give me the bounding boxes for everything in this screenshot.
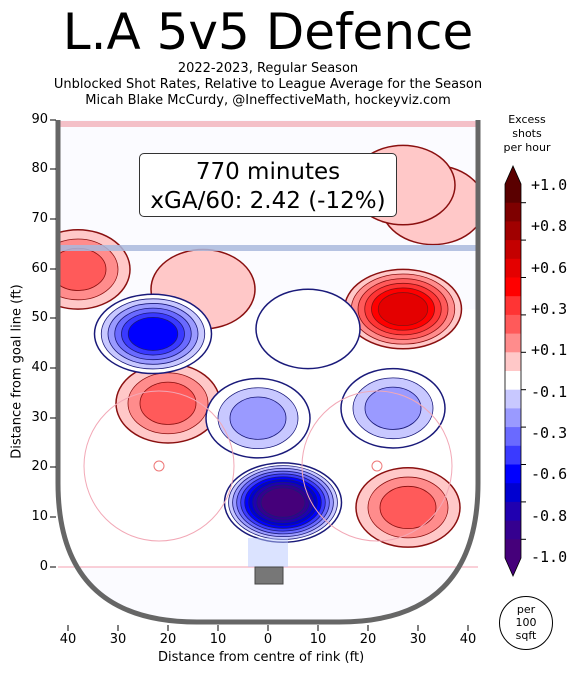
y-tick-label: 30 bbox=[31, 410, 48, 425]
faceoff-dot-left bbox=[153, 460, 165, 472]
colorbar-tick-label: +0.3 bbox=[531, 300, 568, 318]
colorbar-tick-label: +1.0 bbox=[531, 176, 568, 194]
x-axis-label: Distance from centre of rink (ft) bbox=[158, 650, 365, 665]
colorbar-extend-top bbox=[505, 166, 521, 184]
x-tick-label: 40 bbox=[459, 632, 477, 647]
unit-badge-line: 100 bbox=[515, 616, 537, 629]
heatmap-region bbox=[260, 487, 306, 518]
xga-label: xGA/60: 2.42 (-12%) bbox=[150, 188, 386, 214]
colorbar-swatch bbox=[505, 408, 521, 428]
colorbar-outline bbox=[504, 165, 522, 577]
colorbar-swatch bbox=[505, 427, 521, 447]
subtitle-author: Micah Blake McCurdy, @IneffectiveMath, h… bbox=[85, 93, 451, 108]
colorbar-swatch bbox=[505, 371, 521, 391]
colorbar-swatch bbox=[505, 296, 521, 316]
colorbar-tick-label: -1.0 bbox=[531, 548, 568, 566]
boards bbox=[55, 120, 481, 625]
colorbar-swatch bbox=[505, 258, 521, 278]
heatmap-regions bbox=[58, 144, 478, 567]
summary-box: 770 minutes xGA/60: 2.42 (-12%) bbox=[139, 153, 397, 217]
colorbar-swatch bbox=[505, 314, 521, 335]
y-tick-label: 40 bbox=[31, 360, 48, 375]
y-tick-label: 90 bbox=[31, 112, 48, 127]
rink-markings bbox=[55, 120, 481, 625]
colorbar-swatch bbox=[505, 221, 521, 241]
colorbar-swatch bbox=[505, 202, 521, 222]
unit-badge-line: per bbox=[516, 603, 536, 616]
heatmap-region bbox=[139, 381, 197, 425]
colorbar-swatch bbox=[505, 389, 521, 409]
subtitle-season: 2022-2023, Regular Season bbox=[177, 61, 359, 76]
colorbar-extend-bottom bbox=[505, 558, 521, 576]
colorbar-swatch bbox=[505, 352, 521, 372]
goal-net bbox=[254, 566, 284, 585]
x-tick-label: 10 bbox=[309, 632, 327, 647]
colorbar-tick-label: -0.8 bbox=[531, 507, 568, 525]
heatmap-region bbox=[364, 386, 422, 430]
y-tick-label: 60 bbox=[31, 261, 48, 276]
x-tick-label: 10 bbox=[209, 632, 227, 647]
colorbar-title-line: shots bbox=[512, 127, 542, 140]
y-axis-label: Distance from goal line (ft) bbox=[9, 284, 25, 459]
colorbar-swatch bbox=[505, 539, 521, 559]
heatmap-region bbox=[379, 485, 437, 530]
colorbar-swatch bbox=[505, 464, 521, 484]
x-tick-label: 20 bbox=[359, 632, 377, 647]
unit-badge-line: sqft bbox=[515, 629, 537, 642]
colorbar-tick-label: +0.6 bbox=[531, 259, 568, 277]
y-tick-label: 20 bbox=[31, 459, 48, 474]
colorbar-swatch bbox=[505, 445, 521, 465]
faceoff-circle-left bbox=[83, 390, 235, 542]
colorbar-swatch bbox=[505, 277, 521, 297]
y-tick-label: 10 bbox=[31, 509, 48, 524]
x-tick-label: 30 bbox=[109, 632, 127, 647]
colorbar-tick-label: +0.1 bbox=[531, 341, 568, 359]
colorbar-title-line: Excess bbox=[508, 113, 546, 126]
colorbar-title: Excess shots per hour bbox=[497, 113, 557, 155]
colorbar-swatch bbox=[505, 184, 521, 204]
colorbar-title-line: per hour bbox=[503, 141, 551, 154]
x-tick-label: 20 bbox=[159, 632, 177, 647]
heatmap-region bbox=[229, 396, 287, 440]
y-tick-label: 80 bbox=[31, 161, 48, 176]
unit-badge: per 100 sqft bbox=[499, 596, 553, 650]
y-tick-label: 50 bbox=[31, 310, 48, 325]
heatmap-region bbox=[127, 316, 179, 351]
colorbar-tick-label: +0.8 bbox=[531, 217, 568, 235]
top-red-line bbox=[58, 121, 478, 127]
minutes-label: 770 minutes bbox=[195, 159, 341, 185]
faceoff-circle-right bbox=[301, 390, 453, 542]
heatmap-region bbox=[255, 288, 361, 370]
colorbar-swatch bbox=[505, 333, 521, 353]
axis-ticks bbox=[50, 119, 469, 631]
chart-title: L.A 5v5 Defence bbox=[62, 3, 474, 61]
subtitle-description: Unblocked Shot Rates, Relative to League… bbox=[53, 77, 483, 92]
colorbar-tick-label: -0.1 bbox=[531, 383, 568, 401]
blue-line bbox=[58, 245, 478, 251]
colorbar-tick-label: -0.3 bbox=[531, 424, 568, 442]
x-tick-label: 0 bbox=[263, 632, 273, 647]
colorbar-swatch bbox=[505, 240, 521, 260]
colorbar-swatch bbox=[505, 501, 521, 522]
colorbar-tick-label: -0.6 bbox=[531, 465, 568, 483]
goal-crease bbox=[248, 538, 288, 567]
colorbar-swatch bbox=[505, 483, 521, 503]
y-tick-label: 0 bbox=[39, 559, 48, 574]
heatmap-region bbox=[377, 292, 429, 327]
faceoff-dot-right bbox=[371, 460, 383, 472]
x-tick-label: 30 bbox=[409, 632, 427, 647]
colorbar bbox=[504, 165, 526, 577]
colorbar-swatch bbox=[505, 520, 521, 540]
y-tick-label: 70 bbox=[31, 211, 48, 226]
x-tick-label: 40 bbox=[59, 632, 77, 647]
